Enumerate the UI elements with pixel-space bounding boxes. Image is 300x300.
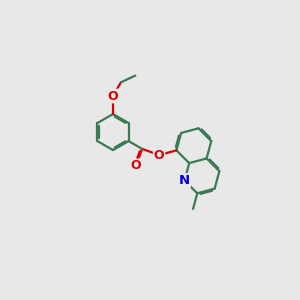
- Text: O: O: [154, 148, 164, 161]
- Text: O: O: [108, 89, 118, 103]
- Text: N: N: [179, 174, 190, 187]
- Text: O: O: [130, 159, 141, 172]
